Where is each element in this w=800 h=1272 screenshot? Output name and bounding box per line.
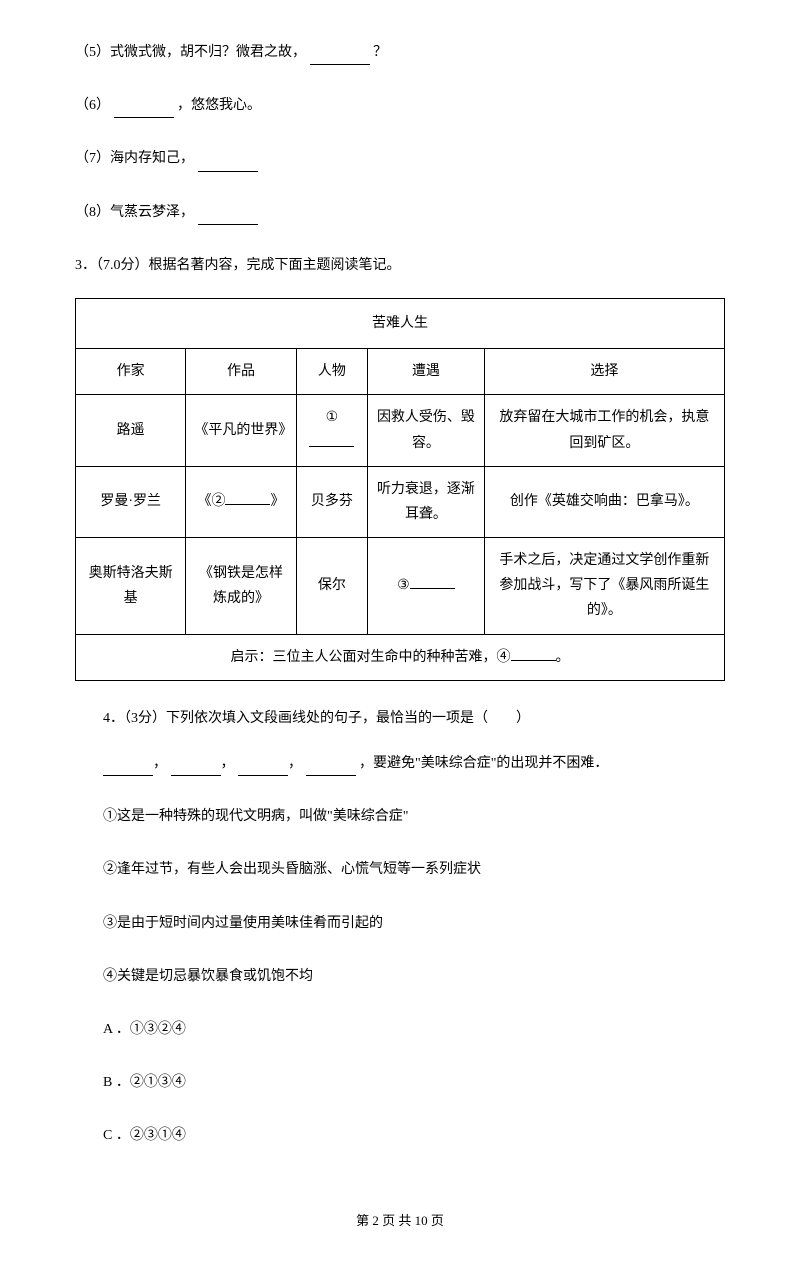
- cell-choice-2: 创作《英雄交响曲：巴拿马》。: [484, 466, 724, 537]
- q4-option-4: ④关键是切忌暴饮暴食或饥饱不均: [75, 964, 725, 989]
- q4-blank-sentence: ， ， ， ，要避免"美味综合症"的出现并不困难．: [75, 751, 725, 776]
- work2-suffix: 》: [270, 494, 284, 509]
- work2-blank[interactable]: [225, 491, 270, 505]
- q7-blank[interactable]: [198, 156, 258, 172]
- q6-suffix: ，悠悠我心。: [177, 98, 261, 113]
- q4-blank-3[interactable]: [238, 760, 288, 776]
- q4-option-3: ③是由于短时间内过量使用美味佳肴而引起的: [75, 911, 725, 936]
- q4-option-1: ①这是一种特殊的现代文明病，叫做"美味综合症": [75, 804, 725, 829]
- cell-encounter-2: 听力衰退，逐渐耳聋。: [368, 466, 485, 537]
- page-footer: 第 2 页 共 10 页: [75, 1209, 725, 1232]
- q4-choice-b[interactable]: B ．②①③④: [75, 1070, 725, 1095]
- table-footer: 启示：三位主人公面对生命中的种种苦难，④ 。: [76, 634, 725, 680]
- q8-text: （8）气蒸云梦泽，: [75, 205, 194, 220]
- q4-blank-2[interactable]: [171, 760, 221, 776]
- table-title-row: 苦难人生: [76, 298, 725, 348]
- q5-suffix: ？: [373, 45, 387, 60]
- table-header-row: 作家 作品 人物 遭遇 选择: [76, 349, 725, 395]
- q7-text: （7）海内存知己，: [75, 151, 194, 166]
- encounter3-blank[interactable]: [410, 575, 455, 589]
- cell-person-3: 保尔: [296, 538, 367, 635]
- q4-blank-4[interactable]: [306, 760, 356, 776]
- q4-choice-c[interactable]: C ．②③①④: [75, 1123, 725, 1148]
- q6-prefix: （6）: [75, 98, 110, 113]
- footer-suffix: 。: [556, 650, 570, 665]
- question-5: （5）式微式微，胡不归？微君之故， ？: [75, 40, 725, 65]
- reading-notes-table: 苦难人生 作家 作品 人物 遭遇 选择 路遥 《平凡的世界》 ① 因救人受伤、毁…: [75, 298, 725, 681]
- q4-blank-1[interactable]: [103, 760, 153, 776]
- q4-header-text: 4．（3分）下列依次填入文段画线处的句子，最恰当的一项是（ ）: [103, 711, 530, 726]
- cell-encounter-1: 因救人受伤、毁容。: [368, 395, 485, 466]
- header-person: 人物: [296, 349, 367, 395]
- cell-author-1: 路遥: [76, 395, 186, 466]
- cell-work-2: 《② 》: [186, 466, 296, 537]
- question-6: （6） ，悠悠我心。: [75, 93, 725, 118]
- q4-choice-a[interactable]: A ．①③②④: [75, 1017, 725, 1042]
- question-7: （7）海内存知己，: [75, 146, 725, 171]
- table-row: 奥斯特洛夫斯基 《钢铁是怎样炼成的》 保尔 ③ 手术之后，决定通过文学创作重新参…: [76, 538, 725, 635]
- cell-choice-1: 放弃留在大城市工作的机会，执意回到矿区。: [484, 395, 724, 466]
- cell-author-2: 罗曼·罗兰: [76, 466, 186, 537]
- question-4-header: 4．（3分）下列依次填入文段画线处的句子，最恰当的一项是（ ）: [75, 706, 725, 731]
- person1-prefix: ①: [326, 410, 339, 425]
- header-choice: 选择: [484, 349, 724, 395]
- table-title: 苦难人生: [76, 298, 725, 348]
- cell-person-2: 贝多芬: [296, 466, 367, 537]
- person1-blank[interactable]: [309, 433, 354, 447]
- q3-header-text: 3．（7.0分）根据名著内容，完成下面主题阅读笔记。: [75, 258, 401, 273]
- q5-text: （5）式微式微，胡不归？微君之故，: [75, 45, 306, 60]
- q6-blank[interactable]: [114, 102, 174, 118]
- q5-blank[interactable]: [310, 49, 370, 65]
- q4-option-2: ②逢年过节，有些人会出现头昏脑涨、心慌气短等一系列症状: [75, 857, 725, 882]
- header-encounter: 遭遇: [368, 349, 485, 395]
- question-3-header: 3．（7.0分）根据名著内容，完成下面主题阅读笔记。: [75, 253, 725, 278]
- q8-blank[interactable]: [198, 209, 258, 225]
- header-work: 作品: [186, 349, 296, 395]
- header-author: 作家: [76, 349, 186, 395]
- cell-work-1: 《平凡的世界》: [186, 395, 296, 466]
- encounter3-prefix: ③: [397, 578, 410, 593]
- question-8: （8）气蒸云梦泽，: [75, 200, 725, 225]
- table-row: 罗曼·罗兰 《② 》 贝多芬 听力衰退，逐渐耳聋。 创作《英雄交响曲：巴拿马》。: [76, 466, 725, 537]
- footer-prefix: 启示：三位主人公面对生命中的种种苦难，④: [231, 650, 511, 665]
- footer-blank[interactable]: [511, 647, 556, 661]
- table-row: 路遥 《平凡的世界》 ① 因救人受伤、毁容。 放弃留在大城市工作的机会，执意回到…: [76, 395, 725, 466]
- work2-prefix: 《②: [197, 494, 225, 509]
- q4-blank-suffix: ，要避免"美味综合症"的出现并不困难．: [359, 756, 608, 771]
- cell-author-3: 奥斯特洛夫斯基: [76, 538, 186, 635]
- cell-work-3: 《钢铁是怎样炼成的》: [186, 538, 296, 635]
- cell-person-1: ①: [296, 395, 367, 466]
- table-footer-row: 启示：三位主人公面对生命中的种种苦难，④ 。: [76, 634, 725, 680]
- cell-choice-3: 手术之后，决定通过文学创作重新参加战斗，写下了《暴风雨所诞生的》。: [484, 538, 724, 635]
- cell-encounter-3: ③: [368, 538, 485, 635]
